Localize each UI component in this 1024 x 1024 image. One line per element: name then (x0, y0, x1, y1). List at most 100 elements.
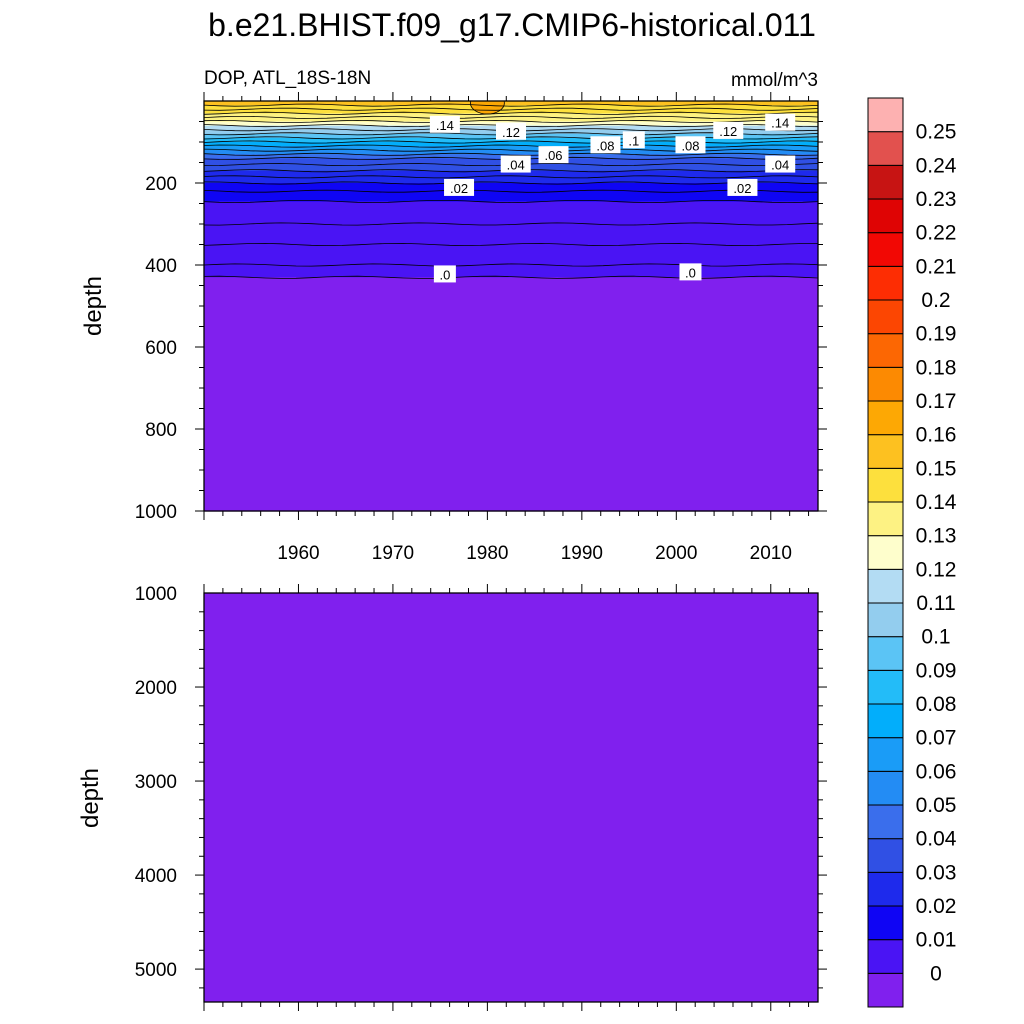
colorbar-label-0.23: 0.23 (916, 188, 957, 211)
colorbar-box-3 (867, 871, 904, 907)
colorbar-label-0.1: 0.1 (921, 626, 950, 649)
upper-x-tick-label-1990: 1990 (561, 543, 603, 564)
upper-layer-9 (204, 137, 818, 143)
colorbar-label-0.14: 0.14 (916, 491, 957, 514)
upper-layer-19 (204, 191, 818, 203)
contour-label-box-13 (679, 263, 702, 281)
upper-contour-line-3 (203, 115, 819, 119)
colorbar-label-0: 0 (930, 962, 942, 985)
upper-layer-10 (204, 142, 818, 147)
upper-layer-20 (204, 201, 818, 225)
upper-layer-22 (204, 244, 818, 266)
colorbar-box-22 (867, 232, 904, 267)
colorbar-box-21 (867, 265, 904, 301)
lower-axis-ticks: 1000 2000 3000 4000 5000 (135, 584, 827, 1011)
colorbar-label-0.03: 0.03 (916, 861, 957, 884)
colorbar-label-0.16: 0.16 (916, 424, 957, 447)
contour-label-12: .0 (439, 267, 450, 282)
contour-label-11: .02 (733, 181, 751, 196)
colorbar-box-9 (867, 669, 904, 705)
upper-layer-18 (204, 183, 818, 192)
contour-label-4: .1 (628, 133, 639, 148)
upper-contour-line-20 (203, 222, 819, 226)
upper-contour-line-18 (203, 189, 819, 193)
upper-layer-3 (204, 113, 818, 118)
colorbar-label-0.08: 0.08 (916, 693, 957, 716)
upper-layer-4 (204, 117, 818, 123)
colorbar-label-0.15: 0.15 (916, 457, 957, 480)
colorbar-label-0.24: 0.24 (916, 154, 957, 177)
upper-y-tick-label-800: 800 (145, 420, 177, 441)
colorbar-label-0.18: 0.18 (916, 356, 957, 379)
contour-label-8: .04 (507, 158, 525, 173)
upper-y-tick-label-600: 600 (145, 338, 177, 359)
lower-y-axis-label: depth (77, 768, 104, 828)
colorbar-box-16 (867, 434, 904, 469)
lower-y-tick-label-1000: 1000 (135, 584, 177, 605)
contour-label-box-9 (765, 155, 796, 173)
colorbar-box-13 (867, 535, 904, 570)
chart-title: b.e21.BHIST.f09_g17.CMIP6-historical.011 (208, 7, 816, 43)
upper-layer-17 (204, 176, 818, 184)
contour-label-box-5 (590, 136, 621, 154)
upper-contour-line-1 (203, 107, 819, 111)
upper-y-tick-label-200: 200 (145, 174, 177, 195)
contour-label-box-0 (429, 115, 460, 133)
contour-label-6: .08 (681, 138, 699, 153)
contour-label-13: .0 (685, 265, 696, 280)
contour-label-box-4 (622, 131, 645, 149)
upper-top-mask (204, 89, 818, 101)
colorbar-label-0.2: 0.2 (921, 289, 950, 312)
upper-layer-21 (204, 224, 818, 246)
colorbar-box-14 (867, 501, 904, 537)
upper-contour-line-16 (203, 175, 819, 179)
colorbar-box-10 (867, 636, 904, 671)
chart-subtitle-right: mmol/m^3 (731, 70, 818, 91)
contour-label-7: .06 (544, 148, 562, 163)
colorbar-box-7 (867, 737, 904, 772)
upper-x-tick-label-1960: 1960 (277, 543, 319, 564)
colorbar-label-0.06: 0.06 (916, 760, 957, 783)
contour-label-box-12 (433, 265, 456, 283)
colorbar-box-19 (867, 333, 904, 368)
upper-axis-ticks: 1960 1970 1980 1990 2000 2010 200 400 600 800 1000 (135, 92, 827, 564)
colorbar-box-24 (867, 164, 904, 200)
upper-contour-line-9 (203, 140, 819, 144)
colorbar-label-0.04: 0.04 (916, 828, 957, 851)
upper-y-axis-label: depth (80, 276, 107, 336)
colorbar-label-0.02: 0.02 (916, 895, 957, 918)
contour-label-5: .08 (596, 138, 614, 153)
colorbar-box-12 (867, 568, 904, 604)
upper-layer-2 (204, 109, 818, 114)
upper-contour-line-22 (203, 263, 819, 267)
colorbar-label-0.22: 0.22 (916, 222, 957, 245)
upper-contour-line-23 (203, 275, 819, 279)
upper-contour-labels: .14 .12 .14 .12 .1 .08 .08 .06 .04 .04 .02 .02 .0 .0 (429, 113, 796, 283)
colorbar-label-0.25: 0.25 (916, 121, 957, 144)
contour-label-box-2 (765, 113, 796, 131)
chart-subtitle-left: DOP, ATL_18S-18N (204, 68, 371, 89)
lower-y-tick-label-5000: 5000 (135, 960, 177, 981)
lower-panel: 1000 2000 3000 4000 5000 depth (77, 584, 827, 1011)
colorbar-label-0.13: 0.13 (916, 525, 957, 548)
colorbar-box-2 (867, 905, 904, 941)
lower-plot-frame (203, 592, 819, 1003)
upper-contour-line-0 (203, 103, 819, 107)
upper-x-tick-label-2000: 2000 (655, 543, 697, 564)
upper-y-tick-label-400: 400 (145, 256, 177, 277)
contour-label-2: .14 (771, 116, 789, 131)
upper-layer-23 (204, 265, 818, 278)
colorbar-label-0.05: 0.05 (916, 794, 957, 817)
colorbar-box-15 (867, 467, 904, 503)
upper-x-tick-label-1980: 1980 (466, 543, 508, 564)
colorbar-label-0.07: 0.07 (916, 727, 957, 750)
colorbar-box-6 (867, 770, 904, 806)
colorbar-box-17 (867, 400, 904, 436)
colorbar-label-0.17: 0.17 (916, 390, 957, 413)
upper-contour-line-10 (203, 144, 819, 148)
colorbar-box-23 (867, 198, 904, 234)
lower-y-tick-label-3000: 3000 (135, 772, 177, 793)
contour-label-box-11 (727, 178, 758, 196)
upper-layer-24 (204, 277, 818, 512)
upper-contour-line-19 (203, 200, 819, 203)
